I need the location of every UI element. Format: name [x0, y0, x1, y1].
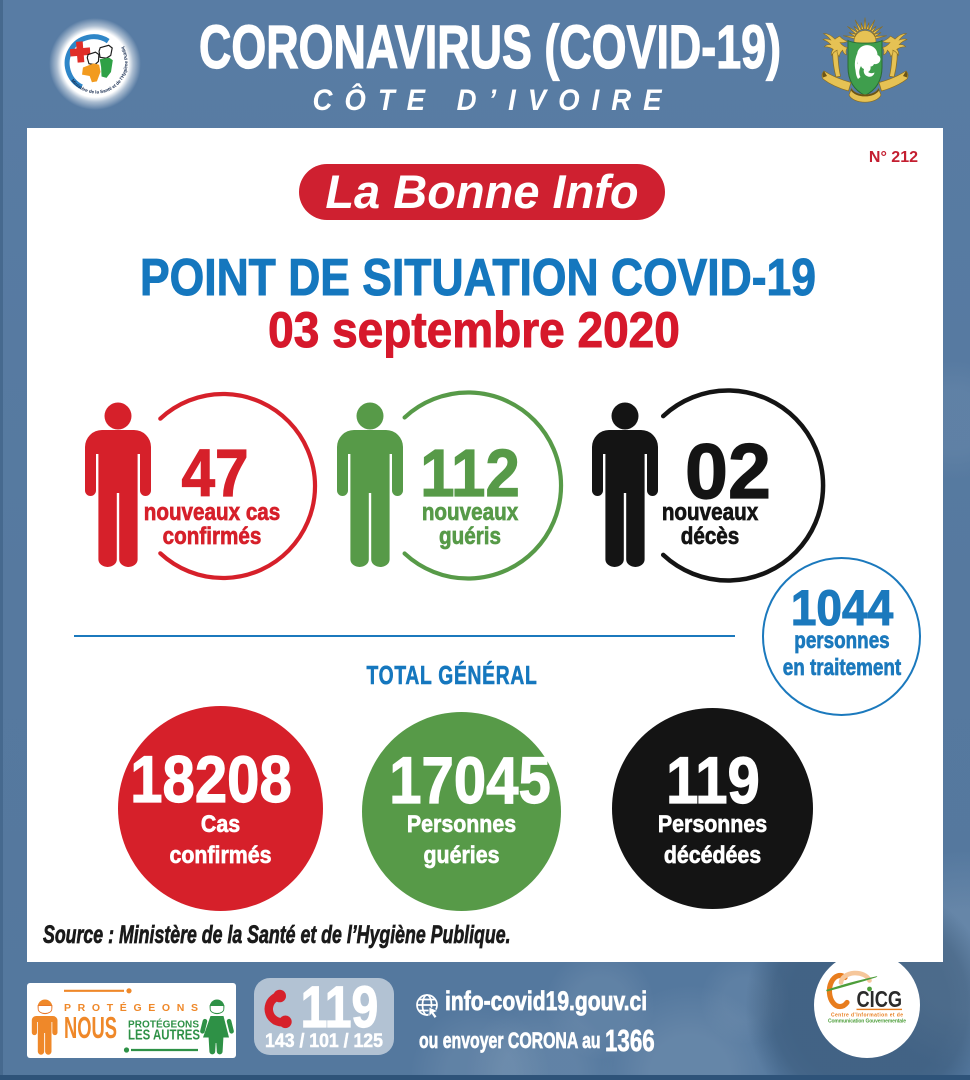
- svg-text:PROTÉGEONS: PROTÉGEONS: [128, 1018, 199, 1031]
- svg-text:LES AUTRES: LES AUTRES: [128, 1026, 200, 1043]
- svg-text:NOUS: NOUS: [64, 1010, 117, 1045]
- svg-text:CICG: CICG: [857, 986, 903, 1012]
- svg-text:Communication Gouvernementale: Communication Gouvernementale: [828, 1019, 906, 1025]
- svg-text:Centre d’Information et de: Centre d’Information et de: [831, 1013, 903, 1019]
